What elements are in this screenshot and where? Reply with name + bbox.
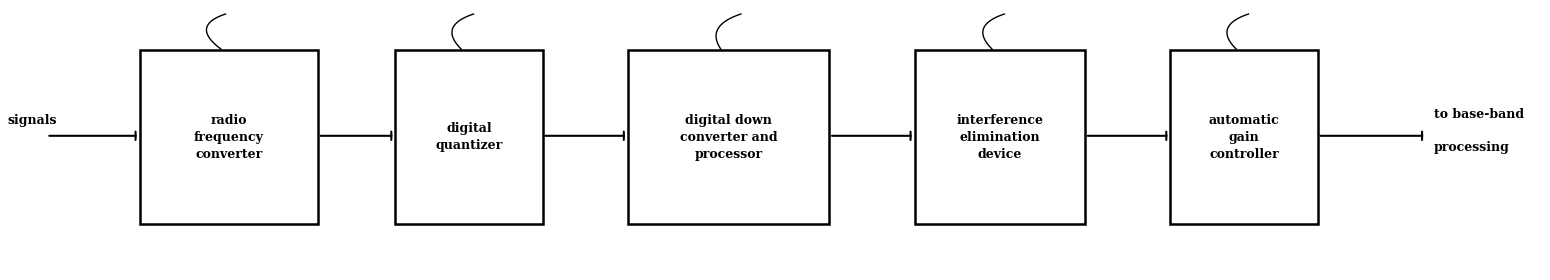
Text: radio
frequency
converter: radio frequency converter <box>194 114 264 161</box>
Bar <box>140 50 318 224</box>
Text: interference
elimination
device: interference elimination device <box>956 114 1043 161</box>
Text: automatic
gain
controller: automatic gain controller <box>1209 114 1279 161</box>
Text: signals: signals <box>8 114 57 127</box>
Bar <box>628 50 829 224</box>
Text: digital
quantizer: digital quantizer <box>436 122 502 152</box>
Text: digital down
converter and
processor: digital down converter and processor <box>680 114 777 161</box>
Text: to base-band: to base-band <box>1434 108 1524 121</box>
Bar <box>395 50 542 224</box>
Bar <box>1170 50 1318 224</box>
Text: processing: processing <box>1434 141 1510 153</box>
Bar <box>914 50 1085 224</box>
